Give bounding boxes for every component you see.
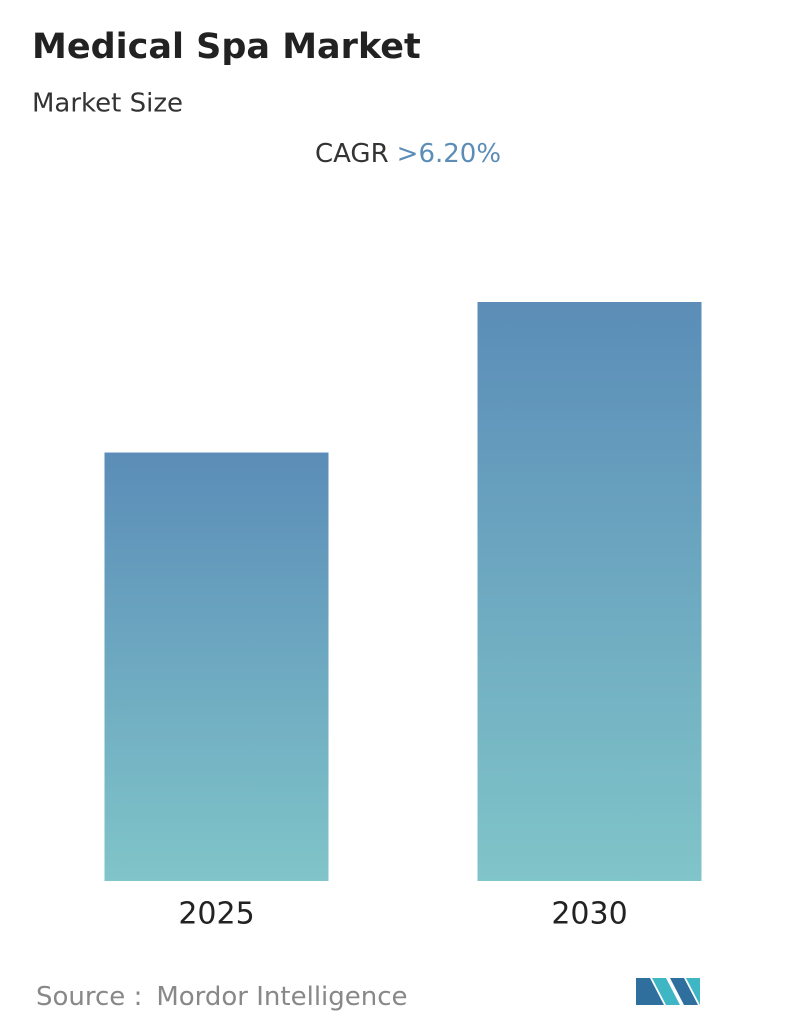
source: Source : Mordor Intelligence <box>36 982 408 1012</box>
cagr-label: CAGR <box>315 139 389 169</box>
x-tick-label: 2030 <box>551 897 627 932</box>
logo-shape <box>686 978 700 1005</box>
logo-shape <box>636 978 664 1005</box>
logo-shape <box>670 978 698 1005</box>
chart-subtitle: Market Size <box>32 89 183 119</box>
source-label: Source : <box>36 982 142 1012</box>
bar <box>104 452 329 881</box>
source-name: Mordor Intelligence <box>156 982 407 1012</box>
x-tick-label: 2025 <box>178 897 254 932</box>
logo <box>636 978 700 1005</box>
cagr: CAGR >6.20% <box>315 139 501 169</box>
cagr-value: >6.20% <box>397 139 501 169</box>
logo-shape <box>652 978 680 1005</box>
chart-title: Medical Spa Market <box>32 27 421 67</box>
bar <box>477 302 702 881</box>
